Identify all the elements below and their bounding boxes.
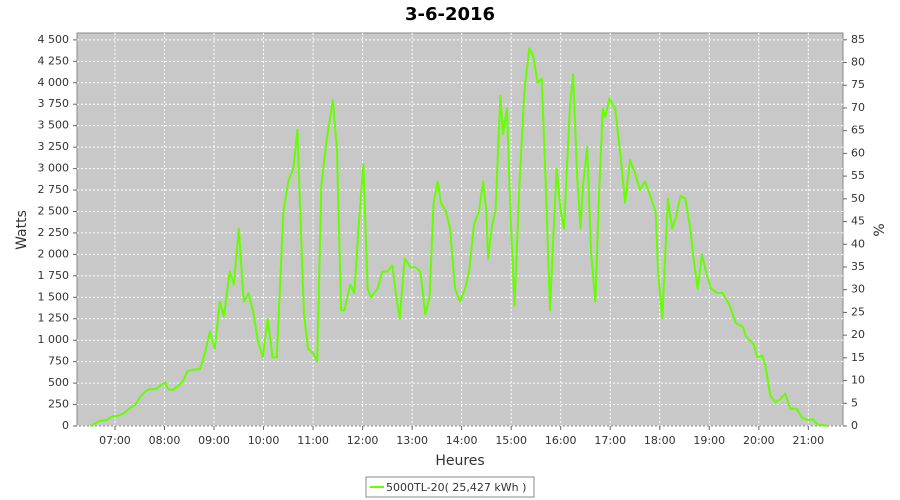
y-tick-label: 3 250	[38, 140, 70, 153]
y2-tick-label: 50	[851, 192, 865, 205]
y2-tick-label: 65	[851, 124, 865, 137]
x-tick-label: 13:00	[396, 434, 428, 447]
y-tick-label: 3 750	[38, 97, 70, 110]
y2-tick-label: 25	[851, 305, 865, 318]
y-tick-label: 2 500	[38, 204, 70, 217]
y-tick-label: 1 250	[38, 312, 70, 325]
x-tick-label: 16:00	[545, 434, 577, 447]
y-tick-label: 4 000	[38, 76, 70, 89]
y2-tick-label: 40	[851, 237, 865, 250]
y2-tick-label: 30	[851, 283, 865, 296]
x-tick-label: 09:00	[198, 434, 230, 447]
y-tick-label: 2 250	[38, 226, 70, 239]
x-tick-label: 07:00	[99, 434, 131, 447]
legend-box	[365, 476, 535, 498]
plot-background	[76, 32, 844, 427]
y-tick-label: 1 000	[38, 333, 70, 346]
y2-tick-label: 15	[851, 351, 865, 364]
x-axis-title: Heures	[435, 453, 484, 469]
y2-tick-label: 70	[851, 101, 865, 114]
x-tick-label: 14:00	[446, 434, 478, 447]
x-tick-label: 20:00	[743, 434, 775, 447]
x-tick-label: 21:00	[792, 434, 824, 447]
y-tick-label: 250	[48, 398, 69, 411]
y-tick-label: 4 250	[38, 54, 70, 67]
y-tick-label: 3 500	[38, 119, 70, 132]
y2-tick-label: 55	[851, 169, 865, 182]
x-tick-label: 12:00	[347, 434, 379, 447]
y2-tick-label: 80	[851, 56, 865, 69]
y-axis-title: Watts	[14, 210, 30, 250]
y-tick-label: 2 000	[38, 247, 70, 260]
y2-tick-label: 45	[851, 215, 865, 228]
x-tick-label: 11:00	[297, 434, 329, 447]
legend-label: 5000TL-20( 25,427 kWh )	[386, 481, 526, 494]
data-line	[89, 47, 829, 427]
x-tick-label: 18:00	[644, 434, 676, 447]
y-tick-label: 1 500	[38, 290, 70, 303]
x-tick-label: 15:00	[495, 434, 527, 447]
y2-tick-label: 0	[851, 419, 858, 432]
y-tick-label: 0	[62, 419, 69, 432]
y-tick-label: 750	[48, 355, 69, 368]
y-tick-label: 4 500	[38, 33, 70, 46]
y2-tick-label: 20	[851, 328, 865, 341]
x-tick-label: 08:00	[149, 434, 181, 447]
x-tick-label: 19:00	[693, 434, 725, 447]
y-tick-label: 1 750	[38, 269, 70, 282]
y-tick-label: 3 000	[38, 162, 70, 175]
y-tick-label: 2 750	[38, 183, 70, 196]
y2-tick-label: 5	[851, 396, 858, 409]
chart-title: 3-6-2016	[405, 4, 495, 25]
y2-tick-label: 35	[851, 260, 865, 273]
y2-tick-label: 60	[851, 146, 865, 159]
y2-tick-label: 75	[851, 78, 865, 91]
x-tick-label: 10:00	[248, 434, 280, 447]
x-tick-label: 17:00	[594, 434, 626, 447]
y-tick-label: 500	[48, 376, 69, 389]
y2-axis-title: %	[872, 223, 888, 236]
y2-tick-label: 85	[851, 33, 865, 46]
y2-tick-label: 10	[851, 374, 865, 387]
